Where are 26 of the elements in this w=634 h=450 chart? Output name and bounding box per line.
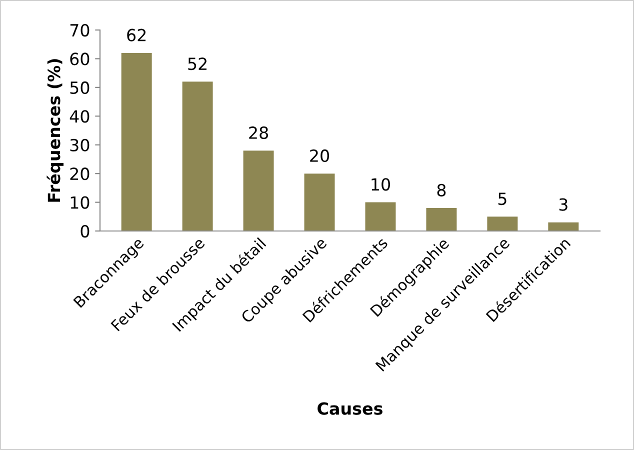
data-label: 5 xyxy=(498,192,506,206)
y-axis-title: Fréquences (%) xyxy=(46,59,64,202)
x-axis-title: Causes xyxy=(318,402,382,415)
data-label: 3 xyxy=(559,198,568,211)
y-tick-label: 30 xyxy=(70,138,90,152)
bar xyxy=(182,82,213,231)
bar xyxy=(121,52,152,231)
bar xyxy=(548,222,579,231)
data-label: 62 xyxy=(127,28,146,42)
data-label: 28 xyxy=(249,126,268,140)
y-tick-label: 10 xyxy=(70,196,90,209)
y-tick-label: 40 xyxy=(70,110,90,123)
bar xyxy=(365,202,396,231)
bar xyxy=(304,174,335,231)
bar xyxy=(243,150,274,231)
bar xyxy=(487,216,518,231)
data-label: 52 xyxy=(188,58,206,70)
y-tick-label: 70 xyxy=(70,24,90,37)
y-tick-label: 20 xyxy=(70,168,90,180)
data-label: 20 xyxy=(310,149,330,162)
y-tick-label: 60 xyxy=(70,52,90,66)
bar xyxy=(426,208,457,231)
data-label: 8 xyxy=(437,184,446,196)
y-tick-label: 50 xyxy=(70,81,90,94)
data-label: 10 xyxy=(372,178,390,191)
y-tick-label: 0 xyxy=(80,224,90,238)
